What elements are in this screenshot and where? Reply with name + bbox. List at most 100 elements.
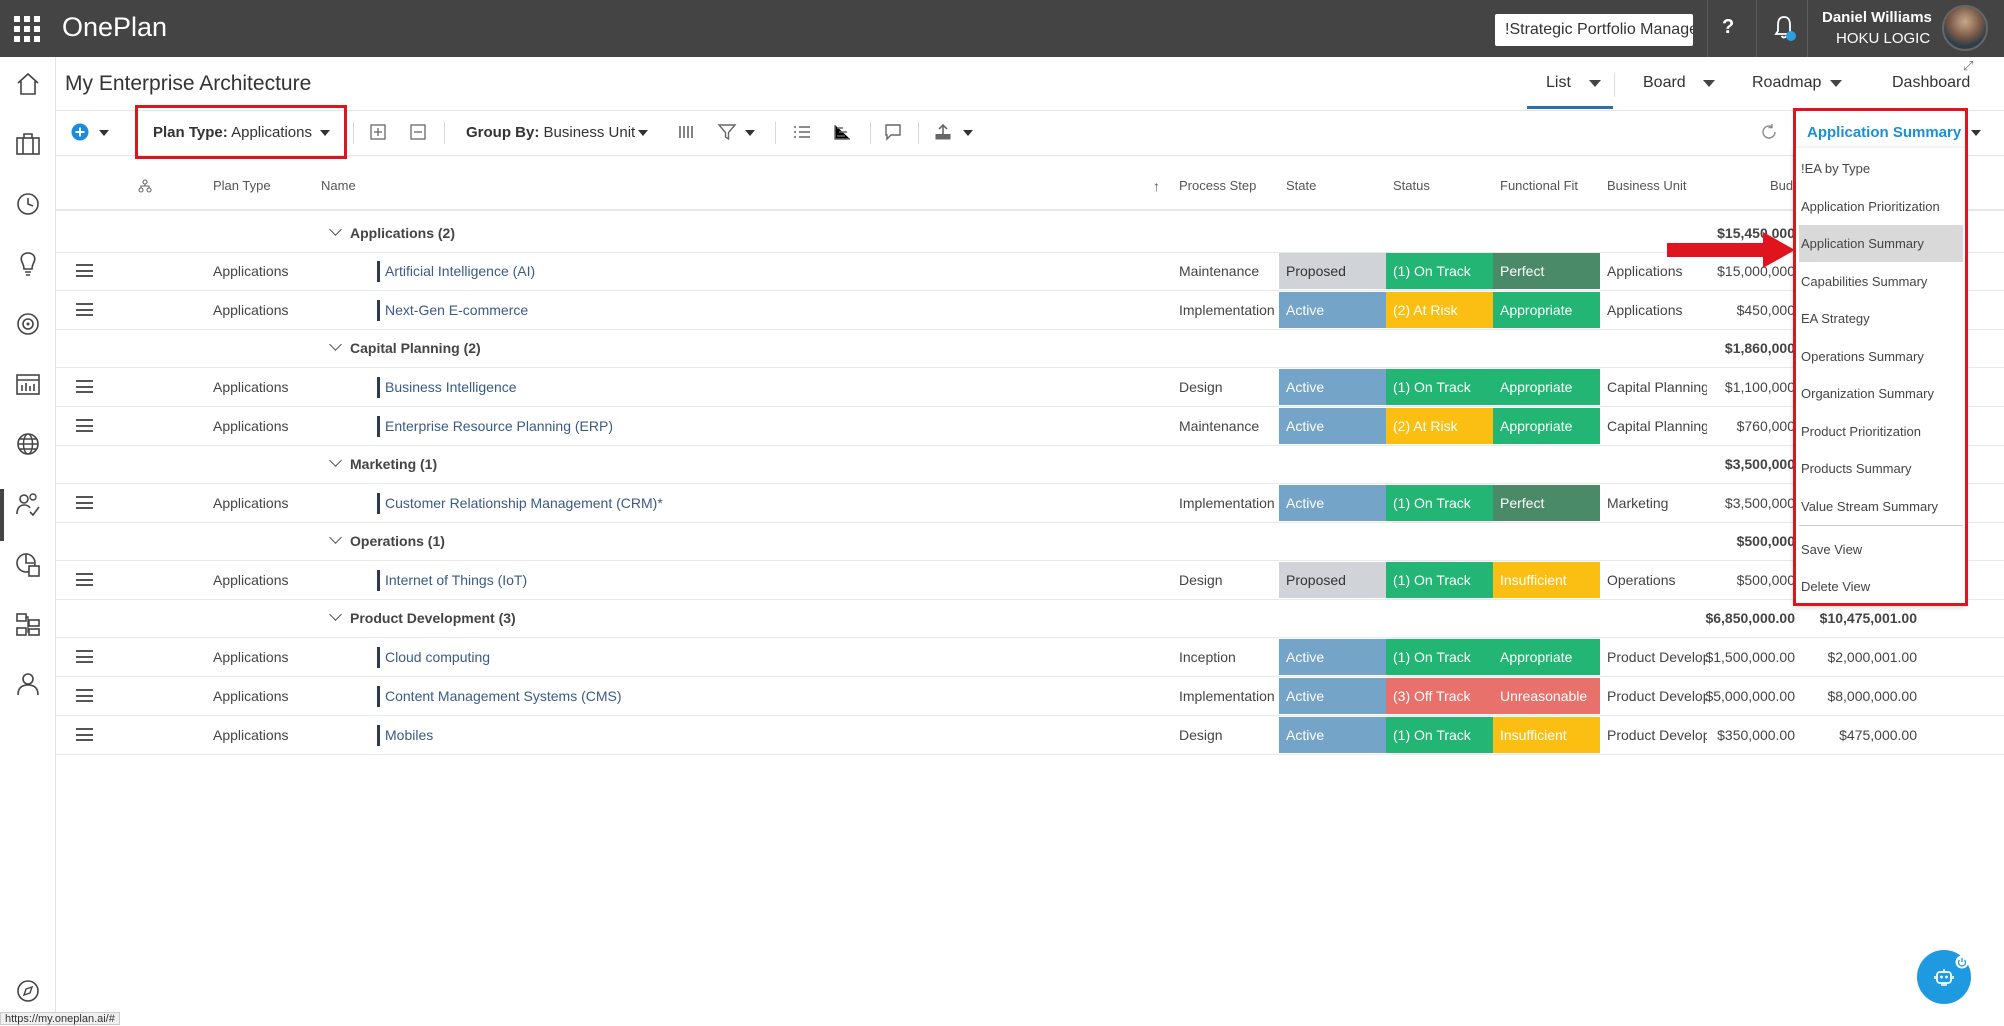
cell-status[interactable]: (3) Off Track: [1386, 678, 1493, 714]
view-option[interactable]: Capabilities Summary: [1801, 273, 1928, 289]
row-menu-icon[interactable]: [76, 419, 93, 432]
resources-icon[interactable]: [14, 490, 42, 518]
notification-bell-icon[interactable]: [1772, 14, 1796, 42]
cell-status[interactable]: (2) At Risk: [1386, 292, 1493, 328]
cell-state[interactable]: Active: [1279, 369, 1386, 405]
table-row[interactable]: [56, 716, 2004, 755]
column-header-business-unit[interactable]: Business Unit: [1607, 178, 1687, 193]
help-icon[interactable]: ?: [1722, 16, 1735, 38]
cell-state[interactable]: Active: [1279, 639, 1386, 675]
target-icon[interactable]: [14, 310, 42, 338]
cell-functional-fit[interactable]: Appropriate: [1493, 369, 1600, 405]
cell-functional-fit[interactable]: Insufficient: [1493, 562, 1600, 598]
view-option[interactable]: Application Summary: [1799, 225, 1963, 262]
gantt-icon[interactable]: [832, 122, 852, 142]
group-title[interactable]: Operations (1): [350, 533, 445, 549]
refresh-icon[interactable]: [1759, 122, 1779, 142]
group-title[interactable]: Marketing (1): [350, 456, 438, 472]
cell-name-link[interactable]: Next-Gen E-commerce: [385, 302, 529, 318]
table-row[interactable]: [56, 484, 2004, 523]
table-row[interactable]: [56, 407, 2004, 446]
cell-functional-fit[interactable]: Appropriate: [1493, 408, 1600, 444]
save-view-item[interactable]: Save View: [1801, 542, 1863, 557]
cell-functional-fit[interactable]: Appropriate: [1493, 639, 1600, 675]
table-row[interactable]: [56, 368, 2004, 407]
add-item-icon[interactable]: [71, 123, 89, 141]
row-menu-icon[interactable]: [76, 264, 93, 277]
column-header-plan-type[interactable]: Plan Type: [213, 178, 271, 193]
tab-roadmap[interactable]: Roadmap: [1752, 74, 1822, 91]
plan-selector[interactable]: !Strategic Portfolio Manager: [1495, 14, 1693, 46]
cell-status[interactable]: (2) At Risk: [1386, 408, 1493, 444]
columns-icon[interactable]: [676, 122, 696, 142]
cell-status[interactable]: (1) On Track: [1386, 562, 1493, 598]
row-menu-icon[interactable]: [76, 650, 93, 663]
view-option[interactable]: Organization Summary: [1801, 386, 1934, 401]
view-option[interactable]: Products Summary: [1801, 461, 1912, 476]
cell-functional-fit[interactable]: Insufficient: [1493, 717, 1600, 753]
cell-status[interactable]: (1) On Track: [1386, 717, 1493, 753]
cell-state[interactable]: Proposed: [1279, 253, 1386, 289]
column-header-status[interactable]: Status: [1393, 178, 1430, 193]
sort-ascending-icon[interactable]: ↑: [1153, 178, 1160, 194]
cell-state[interactable]: Active: [1279, 485, 1386, 521]
export-icon[interactable]: [933, 122, 953, 142]
plan-type-filter[interactable]: Plan Type: Applications: [153, 124, 312, 141]
cell-name-link[interactable]: Cloud computing: [385, 649, 491, 665]
group-by-selector[interactable]: Group By: Business Unit: [466, 124, 635, 141]
view-option[interactable]: !EA by Type: [1801, 161, 1871, 176]
assistant-chat-button[interactable]: [1917, 950, 1971, 1004]
cell-name-link[interactable]: Enterprise Resource Planning (ERP): [385, 418, 613, 434]
view-selector[interactable]: Application Summary: [1807, 124, 1962, 141]
roadmap-view-caret-icon[interactable]: [1830, 80, 1842, 87]
column-header-state[interactable]: State: [1286, 178, 1317, 193]
view-option[interactable]: Value Stream Summary: [1801, 498, 1939, 514]
tab-dashboard[interactable]: Dashboard: [1892, 74, 1971, 91]
group-title[interactable]: Product Development (3): [350, 610, 516, 626]
portfolio-report-icon[interactable]: [14, 550, 42, 578]
cell-state[interactable]: Active: [1279, 717, 1386, 753]
cell-state[interactable]: Proposed: [1279, 562, 1386, 598]
globe-icon[interactable]: [14, 430, 42, 458]
delete-view-item[interactable]: Delete View: [1801, 579, 1871, 594]
cell-state[interactable]: Active: [1279, 408, 1386, 444]
cell-status[interactable]: (1) On Track: [1386, 369, 1493, 405]
cell-name-link[interactable]: Artificial Intelligence (AI): [385, 263, 536, 279]
cell-name-link[interactable]: Business Intelligence: [385, 379, 517, 395]
column-header-name[interactable]: Name: [321, 178, 356, 193]
hierarchy-icon[interactable]: [14, 610, 42, 638]
cell-functional-fit[interactable]: Unreasonable: [1493, 678, 1600, 714]
board-view-caret-icon[interactable]: [1703, 80, 1715, 87]
row-menu-icon[interactable]: [76, 496, 93, 509]
reports-chart-icon[interactable]: [14, 370, 42, 398]
timesheet-icon[interactable]: [14, 190, 42, 218]
plan-type-caret-icon[interactable]: [320, 130, 330, 136]
cell-name-link[interactable]: Internet of Things (IoT): [385, 572, 528, 588]
user-profile-icon[interactable]: [14, 670, 42, 698]
idea-bulb-icon[interactable]: [14, 250, 42, 278]
user-name[interactable]: Daniel Williams: [1822, 9, 1932, 26]
view-option[interactable]: Product Prioritization: [1801, 423, 1921, 439]
comment-icon[interactable]: [883, 122, 903, 142]
column-header-budget[interactable]: Budg: [1770, 178, 1801, 193]
table-row[interactable]: [56, 291, 2004, 330]
cell-name-link[interactable]: Customer Relationship Management (CRM)*: [385, 495, 663, 511]
cell-state[interactable]: Active: [1279, 678, 1386, 714]
row-menu-icon[interactable]: [76, 380, 93, 393]
hierarchy-column-icon[interactable]: [138, 179, 152, 193]
table-row[interactable]: [56, 252, 2004, 291]
filter-icon[interactable]: [717, 122, 737, 142]
row-menu-icon[interactable]: [76, 689, 93, 702]
list-view-caret-icon[interactable]: [1589, 80, 1601, 87]
view-selector-caret-icon[interactable]: [1971, 130, 1981, 136]
cell-state[interactable]: Active: [1279, 292, 1386, 328]
column-header-functional-fit[interactable]: Functional Fit: [1500, 178, 1579, 193]
cell-name-link[interactable]: Content Management Systems (CMS): [385, 688, 622, 704]
list-detail-icon[interactable]: [792, 122, 812, 142]
group-by-caret-icon[interactable]: [638, 130, 648, 136]
expand-all-icon[interactable]: [368, 122, 388, 142]
add-menu-caret-icon[interactable]: [99, 130, 109, 136]
cell-status[interactable]: (1) On Track: [1386, 253, 1493, 289]
row-menu-icon[interactable]: [76, 303, 93, 316]
tab-board[interactable]: Board: [1643, 74, 1686, 91]
